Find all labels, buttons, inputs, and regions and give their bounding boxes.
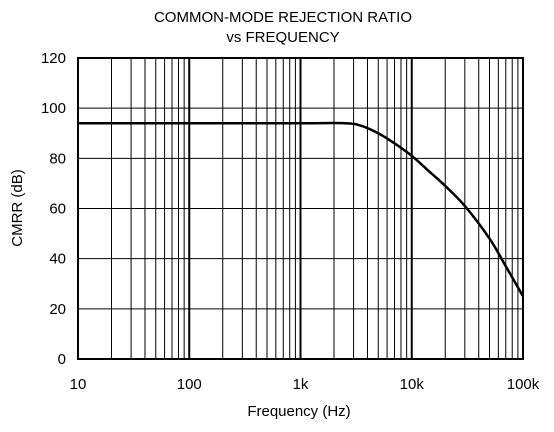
cmrr-series-line [77, 121, 525, 297]
x-tick-label: 10k [400, 376, 425, 393]
y-tick-label: 100 [41, 100, 66, 117]
x-axis-label: Frequency (Hz) [247, 403, 350, 420]
y-tick-label: 60 [49, 201, 66, 218]
y-tick-label: 0 [58, 351, 66, 368]
x-axis-ticks: 10 100 1k 10k 100k [70, 376, 540, 393]
chart-title: COMMON-MODE REJECTION RATIO [154, 9, 412, 26]
x-tick-label: 1k [293, 376, 309, 393]
y-axis-ticks: 0 20 40 60 80 100 120 [41, 50, 66, 368]
chart-subtitle: vs FREQUENCY [226, 29, 339, 46]
x-tick-label: 10 [70, 376, 87, 393]
series-layer [77, 121, 525, 297]
grid [77, 57, 524, 360]
plot-frame [77, 57, 524, 360]
y-tick-label: 80 [49, 150, 66, 167]
y-tick-label: 40 [49, 251, 66, 268]
x-tick-label: 100k [507, 376, 540, 393]
y-tick-label: 20 [49, 301, 66, 318]
y-tick-label: 120 [41, 50, 66, 67]
y-axis-label: CMRR (dB) [9, 169, 26, 247]
x-tick-label: 100 [177, 376, 202, 393]
